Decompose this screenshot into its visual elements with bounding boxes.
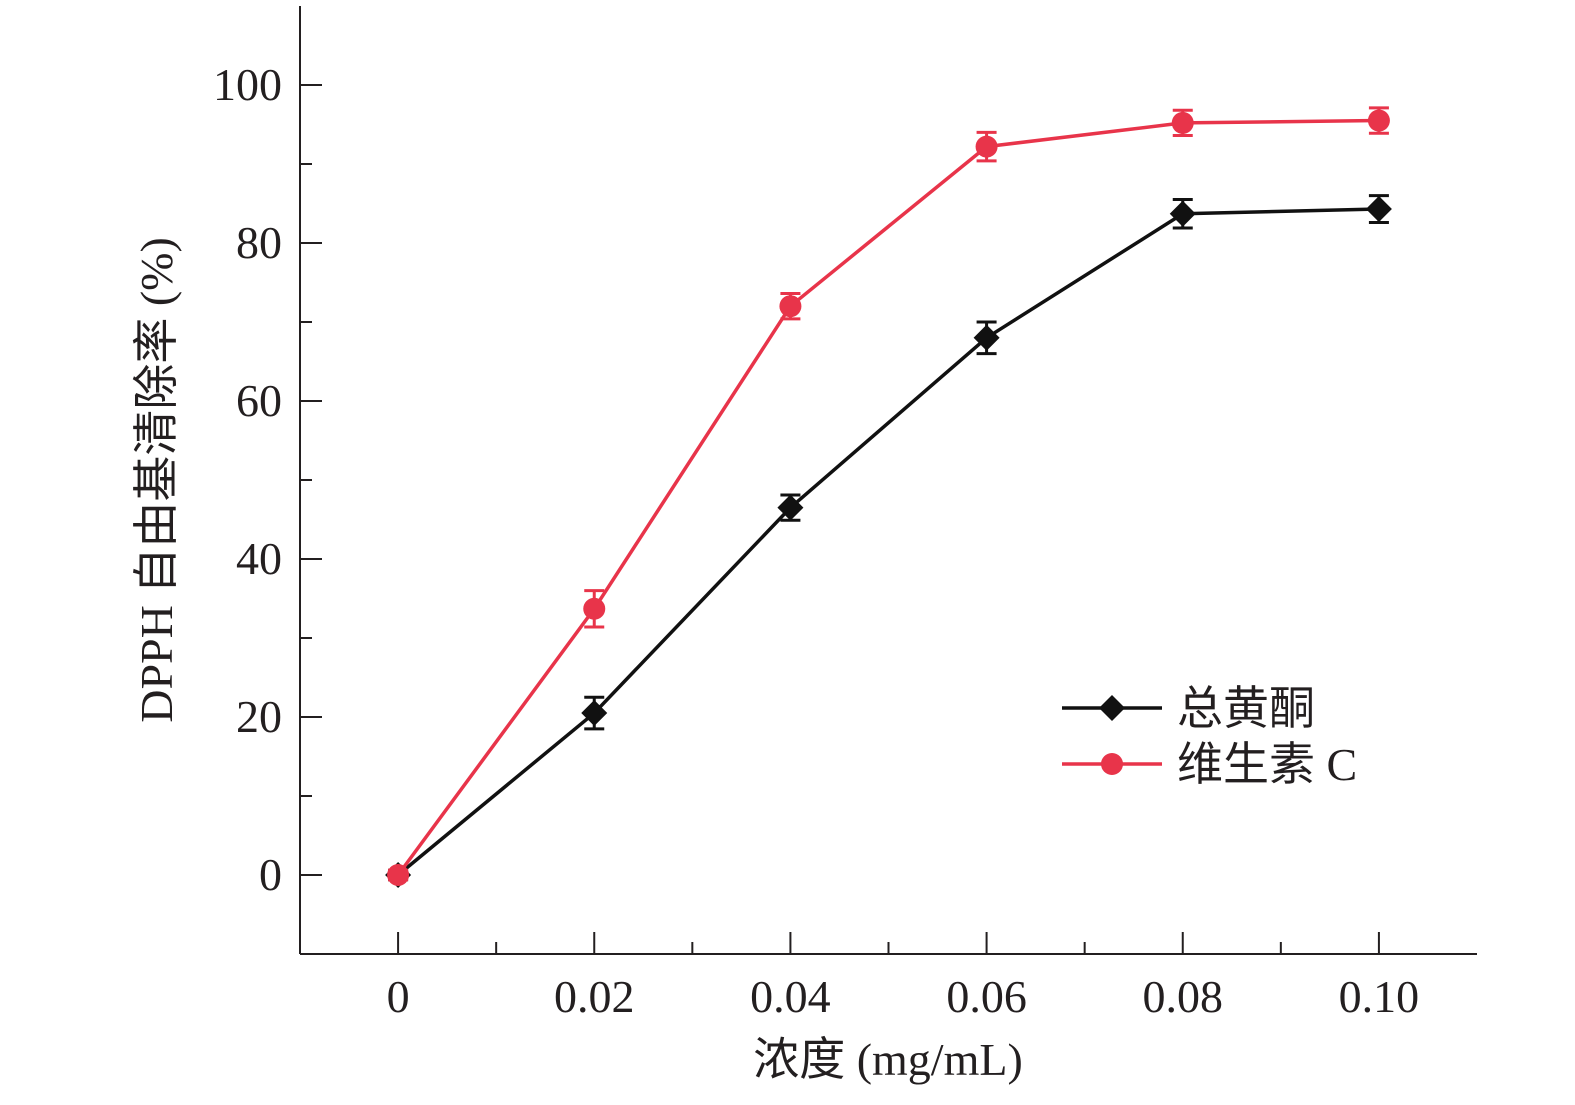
x-tick-label: 0.02 bbox=[554, 971, 635, 1022]
x-tick-label: 0.10 bbox=[1339, 971, 1420, 1022]
data-point bbox=[973, 324, 1000, 351]
y-tick-label: 40 bbox=[236, 533, 282, 584]
data-point bbox=[779, 295, 802, 318]
legend-label: 总黄酮 bbox=[1177, 683, 1315, 734]
data-point bbox=[583, 597, 606, 620]
x-tick-label: 0 bbox=[387, 971, 410, 1022]
series-vitamin-c bbox=[387, 106, 1390, 886]
y-tick-label: 20 bbox=[236, 691, 282, 742]
series-line bbox=[396, 207, 1379, 877]
y-tick-label: 80 bbox=[236, 217, 282, 268]
legend-marker bbox=[1099, 695, 1125, 721]
x-tick-label: 0.06 bbox=[946, 971, 1027, 1022]
ticks: 0 20 40 60 80 100 0 0.02 0.04 0.06 0.08 0.10 bbox=[213, 59, 1419, 1022]
legend-label: 维生素 C bbox=[1177, 739, 1357, 790]
data-point bbox=[581, 700, 608, 727]
x-tick-label: 0.04 bbox=[750, 971, 831, 1022]
data-point bbox=[1365, 196, 1392, 223]
data-point bbox=[1171, 111, 1194, 134]
x-tick-label: 0.08 bbox=[1143, 971, 1224, 1022]
x-axis-title: 浓度 (mg/mL) bbox=[753, 1034, 1023, 1085]
data-point bbox=[777, 494, 804, 521]
legend-marker bbox=[1101, 753, 1123, 775]
data-point bbox=[387, 864, 410, 886]
series bbox=[385, 106, 1392, 888]
data-point bbox=[1367, 109, 1390, 132]
y-tick-label: 0 bbox=[259, 849, 282, 900]
series-line bbox=[396, 118, 1379, 877]
data-point bbox=[1169, 200, 1196, 227]
data-point bbox=[975, 135, 998, 158]
y-tick-label: 60 bbox=[236, 375, 282, 426]
y-tick-label: 100 bbox=[213, 59, 282, 110]
y-axis-title: DPPH 自由基清除率 (%) bbox=[131, 237, 182, 723]
